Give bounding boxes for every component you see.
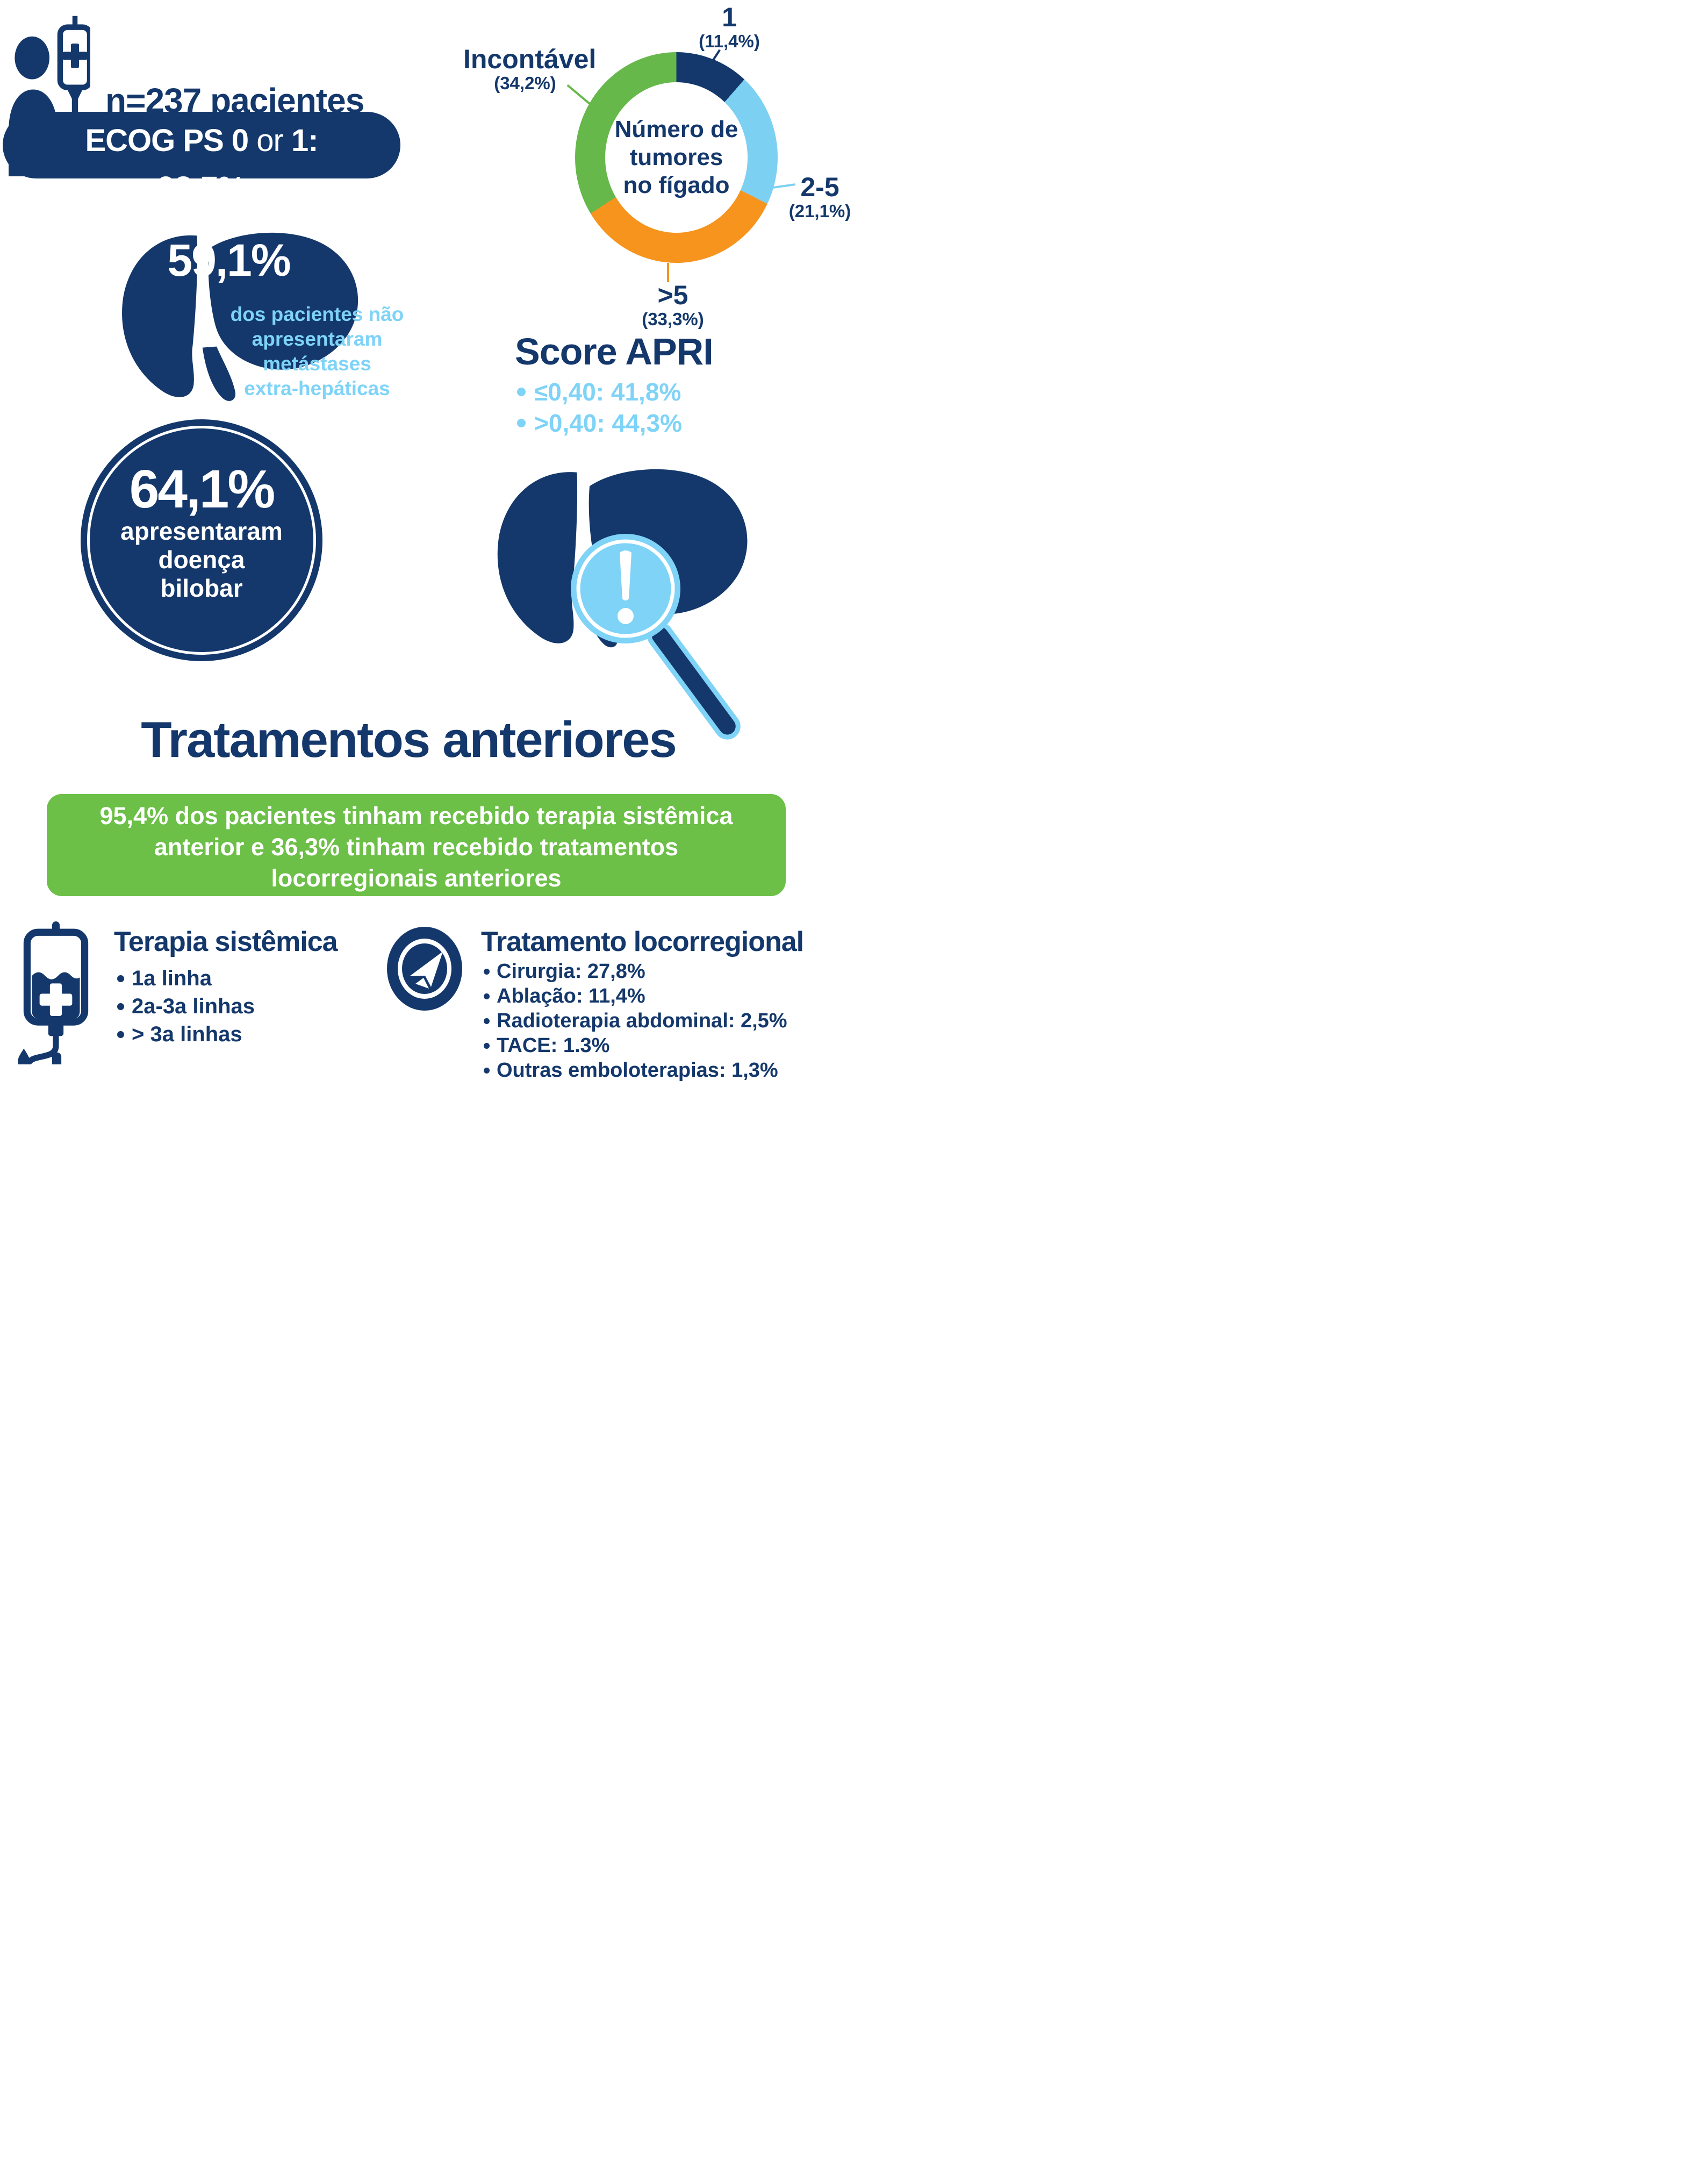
bullet-dot-icon [117,1031,124,1038]
list-item: > 3a linhas [117,1020,255,1048]
list-item: >0,40: 44,3% [517,407,682,439]
list-item: Cirurgia: 27,8% [484,959,787,984]
bilobar-percentage: 64,1% [129,459,276,519]
treatments-banner: 95,4% dos pacientes tinham recebido tera… [47,794,786,896]
bullet-dot-icon [484,1067,490,1074]
list-item: Outras emboloterapias: 1,3% [484,1058,787,1083]
list-item: Radioterapia abdominal: 2,5% [484,1008,787,1033]
bullet-dot-icon [517,388,526,396]
bullet-dot-icon [484,968,490,975]
list-item: 1a linha [117,964,255,992]
tumor-donut: Número de tumores no fígado [575,52,778,263]
extrahepatic-caption: dos pacientes não apresentaram metástase… [230,303,404,399]
donut-label-2-5: 2-5 (21,1%) [788,172,851,221]
bullet-dot-icon [484,1042,490,1049]
systemic-list: 1a linha 2a-3a linhas > 3a linhas [117,964,255,1048]
systemic-title: Terapia sistêmica [114,926,338,957]
infographic-canvas: n=237 pacientes ECOG PS 0 or 1: 98,7% 59… [0,0,854,1088]
liver-icon: 59,1% [116,230,365,404]
bullet-dot-icon [484,993,490,999]
list-item: TACE: 1.3% [484,1033,787,1058]
bullet-dot-icon [517,419,526,427]
locoregional-list: Cirurgia: 27,8% Ablação: 11,4% Radiotera… [484,959,787,1083]
bullet-dot-icon [484,1018,490,1024]
leader-line-gt5 [667,263,669,282]
liver-magnifier-icon [486,463,766,740]
bilobar-circle: 64,1% apresentaram doença bilobar [81,419,322,661]
donut-center-label: Número de tumores no fígado [605,82,748,233]
bilobar-caption: apresentaram doença bilobar [120,517,283,602]
donut-label-gt5: >5 (33,3%) [642,280,704,329]
bullet-dot-icon [117,1003,124,1010]
list-item: 2a-3a linhas [117,992,255,1020]
locoregional-icon [382,926,468,1012]
locoregional-title: Tratamento locorregional [481,926,804,957]
donut-label-1: 1 (11,4%) [699,2,760,51]
apri-list: ≤0,40: 41,8% >0,40: 44,3% [517,376,682,439]
bullet-dot-icon [117,975,124,982]
ecog-value-clipped: 98,7% [3,171,400,179]
list-item: ≤0,40: 41,8% [517,376,682,407]
ecog-label: ECOG PS 0 or 1: [85,123,318,158]
ecog-pill: ECOG PS 0 or 1: 98,7% [3,112,400,178]
donut-label-incontavel: Incontável (34,2%) [463,44,597,93]
section-title: Tratamentos anteriores [141,711,677,768]
apri-title: Score APRI [515,331,714,373]
list-item: Ablação: 11,4% [484,984,787,1008]
iv-bag-icon [15,920,97,1080]
extrahepatic-percentage: 59,1% [167,235,291,285]
